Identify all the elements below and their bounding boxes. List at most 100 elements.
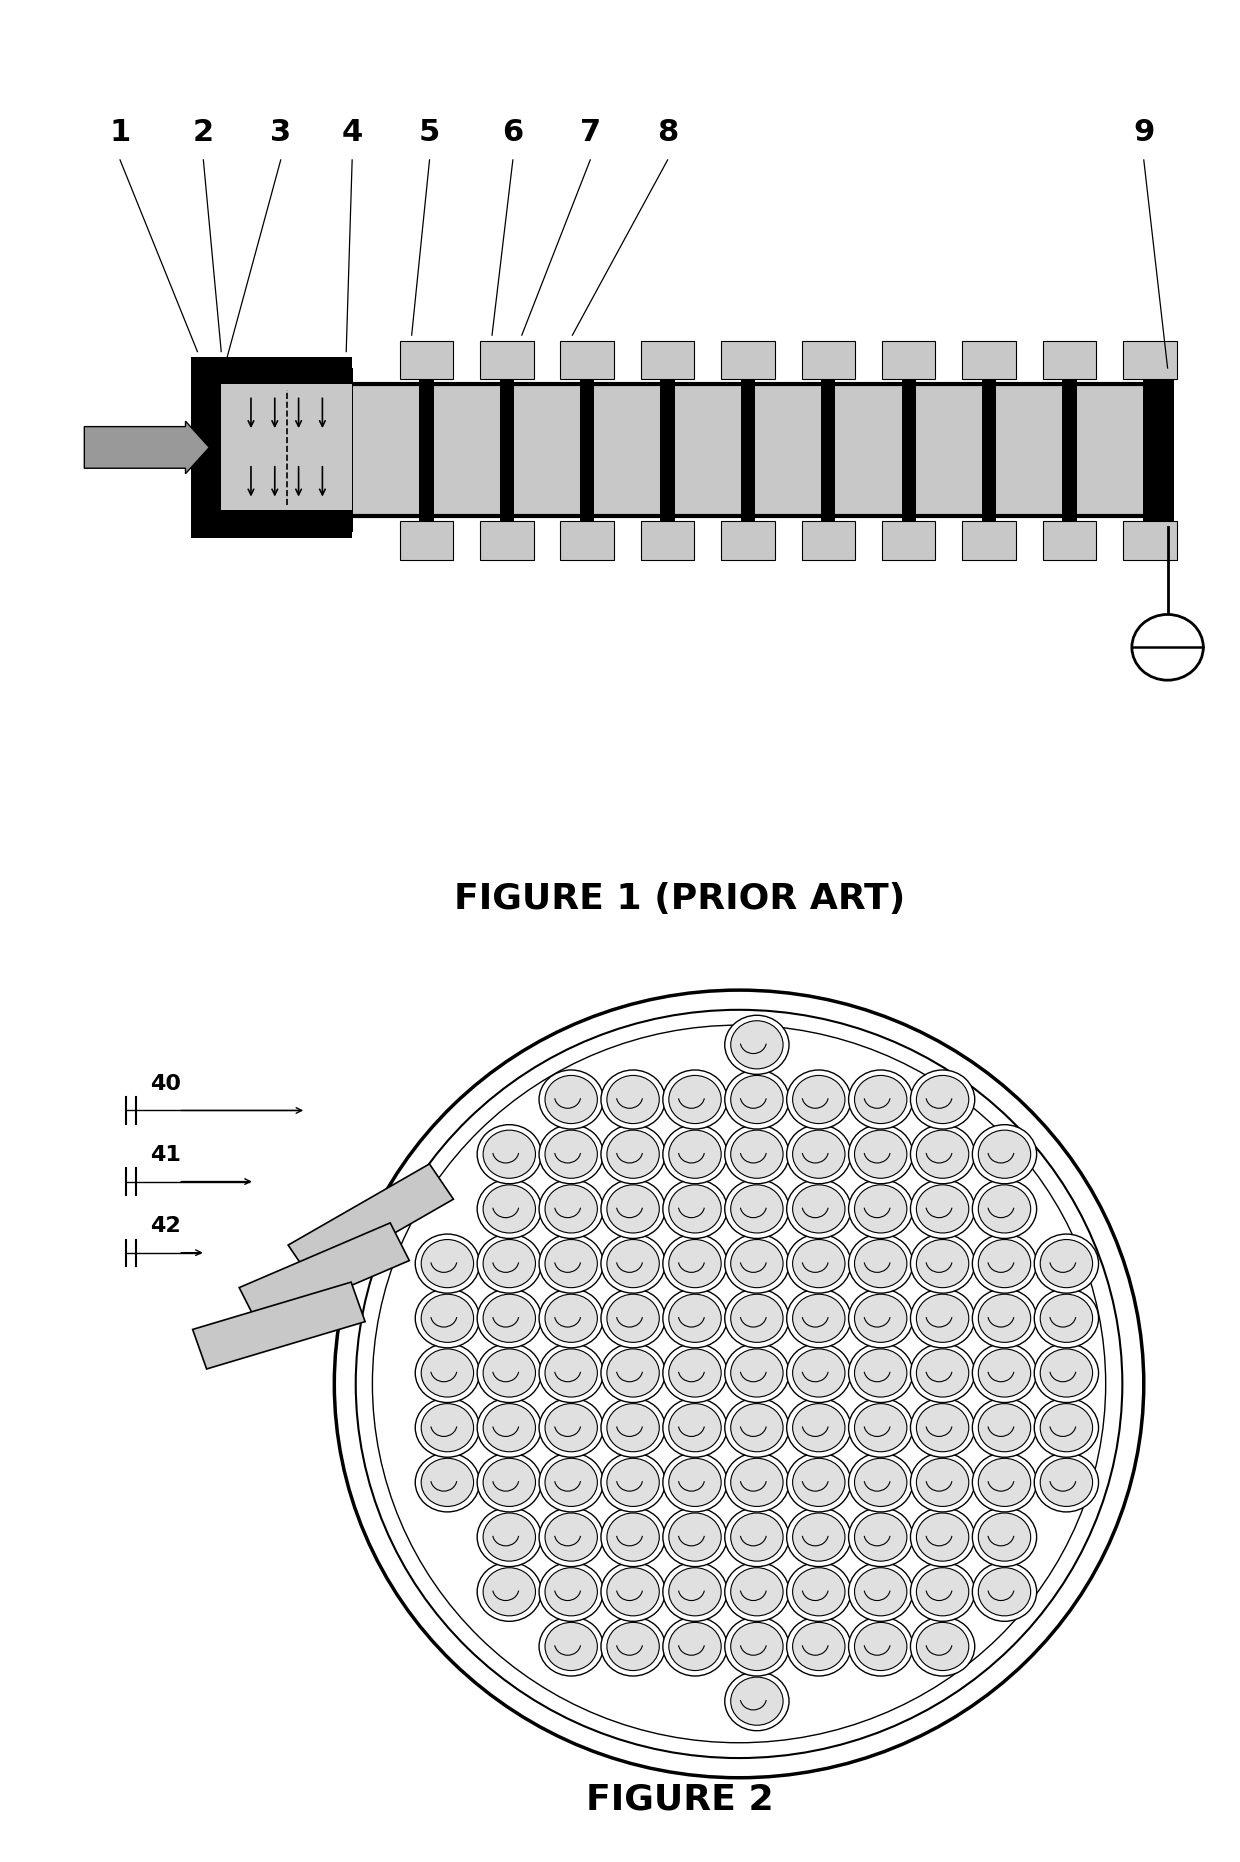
- Circle shape: [848, 1452, 913, 1512]
- Circle shape: [484, 1458, 536, 1506]
- Bar: [1123, 341, 1177, 380]
- Circle shape: [546, 1514, 598, 1560]
- Circle shape: [730, 1568, 784, 1616]
- Circle shape: [724, 1508, 789, 1566]
- Circle shape: [539, 1616, 604, 1676]
- Circle shape: [668, 1514, 722, 1560]
- Bar: [962, 341, 1016, 380]
- Bar: [221, 384, 352, 447]
- Circle shape: [422, 1240, 474, 1289]
- Circle shape: [606, 1622, 660, 1670]
- Bar: [191, 510, 352, 538]
- Circle shape: [910, 1452, 975, 1512]
- Circle shape: [916, 1622, 968, 1670]
- Bar: [882, 521, 935, 560]
- Circle shape: [539, 1398, 604, 1458]
- Circle shape: [786, 1235, 851, 1292]
- Circle shape: [546, 1130, 598, 1179]
- Circle shape: [786, 1452, 851, 1512]
- Circle shape: [910, 1125, 975, 1184]
- Circle shape: [663, 1398, 727, 1458]
- Circle shape: [910, 1289, 975, 1348]
- Circle shape: [910, 1179, 975, 1238]
- Bar: [1043, 521, 1096, 560]
- Circle shape: [910, 1235, 975, 1292]
- Circle shape: [484, 1240, 536, 1289]
- Circle shape: [724, 1562, 789, 1622]
- Text: 4: 4: [341, 117, 363, 147]
- Bar: [641, 341, 694, 380]
- Circle shape: [724, 1235, 789, 1292]
- Circle shape: [546, 1404, 598, 1452]
- Bar: [722, 521, 775, 560]
- Circle shape: [730, 1622, 784, 1670]
- Circle shape: [668, 1076, 722, 1123]
- Circle shape: [972, 1508, 1037, 1566]
- Circle shape: [539, 1508, 604, 1566]
- Circle shape: [484, 1568, 536, 1616]
- Text: 8: 8: [657, 117, 678, 147]
- Circle shape: [916, 1294, 968, 1343]
- Bar: [560, 521, 614, 560]
- Circle shape: [916, 1514, 968, 1560]
- Bar: [882, 341, 935, 380]
- Circle shape: [978, 1130, 1030, 1179]
- Circle shape: [477, 1452, 542, 1512]
- Bar: [419, 369, 434, 533]
- Circle shape: [477, 1398, 542, 1458]
- Circle shape: [786, 1508, 851, 1566]
- Text: 41: 41: [150, 1145, 181, 1166]
- Circle shape: [848, 1398, 913, 1458]
- Circle shape: [539, 1452, 604, 1512]
- Circle shape: [978, 1240, 1030, 1289]
- Circle shape: [668, 1568, 722, 1616]
- Circle shape: [477, 1235, 542, 1292]
- Text: FIGURE 2: FIGURE 2: [585, 1782, 774, 1817]
- Circle shape: [663, 1616, 727, 1676]
- Bar: [661, 369, 675, 533]
- Polygon shape: [288, 1164, 454, 1281]
- Bar: [962, 521, 1016, 560]
- Bar: [740, 369, 755, 533]
- Circle shape: [972, 1125, 1037, 1184]
- Circle shape: [422, 1348, 474, 1396]
- Circle shape: [546, 1184, 598, 1233]
- Circle shape: [730, 1184, 784, 1233]
- Bar: [801, 521, 856, 560]
- Bar: [1142, 369, 1157, 533]
- Circle shape: [484, 1514, 536, 1560]
- Text: 5: 5: [419, 117, 440, 147]
- Circle shape: [916, 1404, 968, 1452]
- Circle shape: [1040, 1294, 1092, 1343]
- Circle shape: [724, 1125, 789, 1184]
- Circle shape: [792, 1568, 844, 1616]
- Circle shape: [601, 1452, 665, 1512]
- Circle shape: [854, 1130, 906, 1179]
- Circle shape: [854, 1184, 906, 1233]
- Circle shape: [848, 1235, 913, 1292]
- Circle shape: [484, 1404, 536, 1452]
- Circle shape: [792, 1622, 844, 1670]
- Circle shape: [539, 1071, 604, 1128]
- Circle shape: [601, 1125, 665, 1184]
- Text: 40: 40: [150, 1074, 181, 1095]
- Circle shape: [606, 1076, 660, 1123]
- Circle shape: [854, 1076, 906, 1123]
- Circle shape: [415, 1452, 480, 1512]
- Circle shape: [786, 1289, 851, 1348]
- Circle shape: [668, 1184, 722, 1233]
- Circle shape: [972, 1562, 1037, 1622]
- Circle shape: [848, 1289, 913, 1348]
- Circle shape: [978, 1568, 1030, 1616]
- Circle shape: [730, 1678, 784, 1726]
- Circle shape: [606, 1184, 660, 1233]
- Circle shape: [792, 1404, 844, 1452]
- Circle shape: [601, 1344, 665, 1402]
- Circle shape: [916, 1240, 968, 1289]
- Bar: [1156, 374, 1173, 527]
- Circle shape: [668, 1130, 722, 1179]
- Circle shape: [848, 1071, 913, 1128]
- Circle shape: [539, 1125, 604, 1184]
- Circle shape: [786, 1344, 851, 1402]
- Bar: [339, 369, 353, 533]
